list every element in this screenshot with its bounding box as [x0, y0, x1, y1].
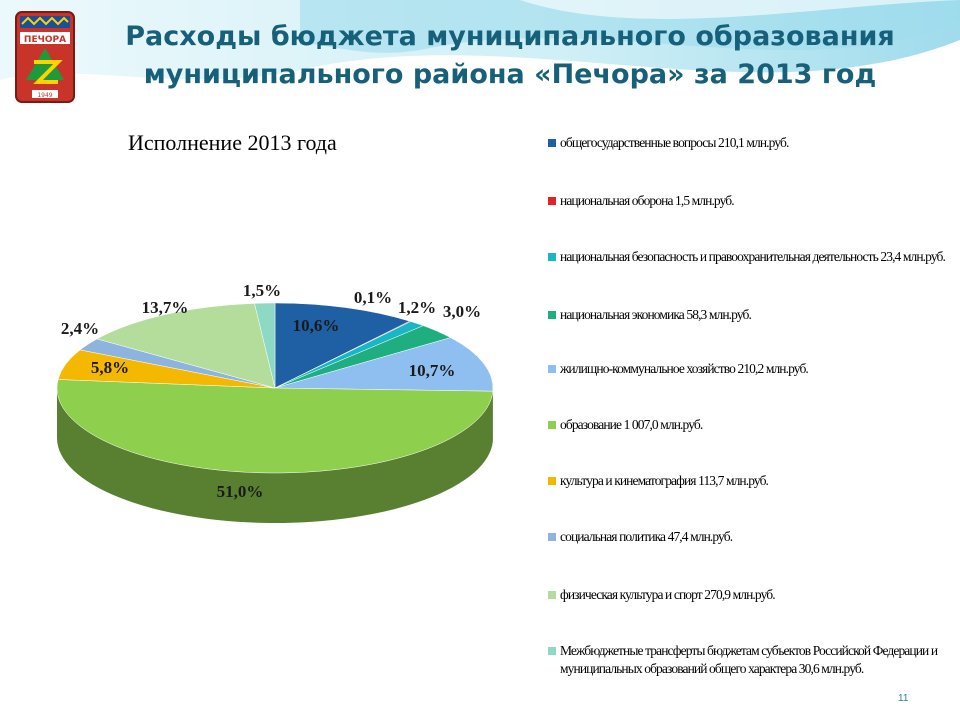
data-label-3: 3,0% [443, 302, 481, 321]
legend-label-5: образование 1 007,0 млн.руб. [560, 417, 703, 432]
legend-swatch-9 [548, 647, 556, 655]
legend-swatch-5 [548, 421, 556, 429]
logo-text: ПЕЧОРА [24, 35, 66, 45]
page-number: 11 [898, 693, 909, 704]
legend-label-9: Межбюджетные трансферты бюджетам субъект… [560, 643, 938, 676]
legend-swatch-1 [548, 197, 556, 205]
chart-title: Исполнение 2013 года [128, 130, 337, 155]
legend-swatch-8 [548, 591, 556, 599]
legend-label-0: общегосударственные вопросы 210,1 млн.ру… [560, 135, 789, 150]
legend-item-1: национальная оборона 1,5 млн.руб. [548, 192, 948, 210]
pie-side-5 [57, 388, 493, 523]
legend-item-4: жилищно-коммунальное хозяйство 210,2 млн… [548, 360, 948, 378]
data-label-9: 1,5% [243, 281, 281, 300]
pie-sides [57, 388, 493, 523]
pie-slice-5 [56, 379, 494, 474]
slide-title: Расходы бюджета муниципального образован… [110, 18, 910, 94]
legend-item-7: социальная политика 47,4 млн.руб. [548, 528, 948, 546]
legend-swatch-6 [548, 477, 556, 485]
legend-item-8: физическая культура и спорт 270,9 млн.ру… [548, 586, 948, 604]
legend-item-9: Межбюджетные трансферты бюджетам субъект… [548, 642, 948, 678]
legend-swatch-0 [548, 139, 556, 147]
pie-data-labels: 10,6% 0,1% 1,2% 3,0% 10,7% 51,0% 5,8% 2,4% 13,7%… [61, 281, 481, 501]
legend-label-2: национальная безопасность и правоохранит… [560, 249, 946, 264]
logo-year: 1949 [37, 92, 52, 99]
legend-label-6: культура и кинематография 113,7 млн.руб. [560, 473, 769, 488]
slide-title-line-2: муниципального района «Печора» за 2013 г… [143, 59, 877, 90]
legend-swatch-2 [548, 253, 556, 261]
pie-slice-8 [96, 303, 276, 389]
legend-item-6: культура и кинематография 113,7 млн.руб. [548, 472, 948, 490]
data-label-8: 13,7% [142, 298, 189, 317]
pie-slices [56, 302, 494, 474]
data-label-0: 10,6% [293, 316, 340, 335]
coat-of-arms-logo: ПЕЧОРА 1949 [15, 11, 75, 103]
legend-swatch-4 [548, 365, 556, 373]
data-label-6: 5,8% [91, 358, 129, 377]
legend-item-3: национальная экономика 58,3 млн.руб. [548, 306, 948, 324]
legend-label-8: физическая культура и спорт 270,9 млн.ру… [560, 587, 776, 602]
legend-item-2: национальная безопасность и правоохранит… [548, 248, 948, 266]
legend-label-1: национальная оборона 1,5 млн.руб. [560, 193, 735, 208]
legend-item-0: общегосударственные вопросы 210,1 млн.ру… [548, 134, 948, 152]
legend-label-7: социальная политика 47,4 млн.руб. [560, 529, 733, 544]
data-label-2: 1,2% [398, 298, 436, 317]
pie-slice-4 [274, 337, 494, 392]
slide-title-line-1: Расходы бюджета муниципального образован… [125, 21, 895, 52]
data-label-7: 2,4% [61, 319, 99, 338]
data-label-1: 0,1% [354, 288, 392, 307]
legend-swatch-7 [548, 533, 556, 541]
data-label-4: 10,7% [409, 361, 456, 380]
pie-slice-0 [274, 302, 411, 389]
data-label-5: 51,0% [217, 482, 264, 501]
pie-slice-9 [254, 302, 276, 389]
legend-label-3: национальная экономика 58,3 млн.руб. [560, 307, 752, 322]
legend-item-5: образование 1 007,0 млн.руб. [548, 416, 948, 434]
legend-swatch-3 [548, 311, 556, 319]
legend-label-4: жилищно-коммунальное хозяйство 210,2 млн… [560, 361, 809, 376]
